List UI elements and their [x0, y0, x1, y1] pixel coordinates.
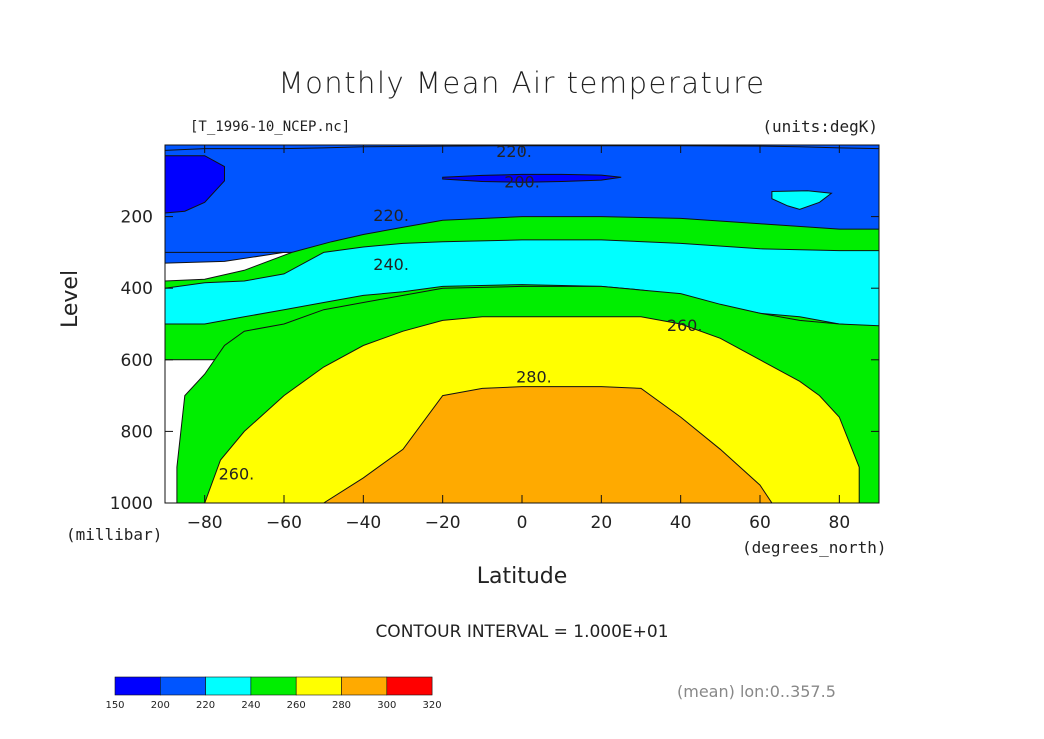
contour-label: 260.	[219, 464, 255, 483]
x-tick-label: −20	[425, 513, 461, 533]
y-tick-label: 600	[121, 351, 153, 371]
x-axis-units: (degrees_north)	[742, 538, 887, 557]
colorbar-swatch	[386, 676, 433, 696]
contour-region	[322, 386, 773, 503]
plot-area	[165, 145, 879, 503]
source-file-label: [T_1996-10_NCEP.nc]	[190, 119, 351, 135]
colorbar-label: 260	[287, 700, 306, 711]
contour-label: 280.	[516, 368, 552, 387]
x-tick-label: −80	[187, 513, 223, 533]
colorbar-label: 200	[151, 700, 170, 711]
colorbar-swatch	[160, 676, 206, 696]
contour-label: 200.	[504, 173, 540, 192]
contour-label: 220.	[496, 142, 532, 161]
x-tick-label: −40	[345, 513, 381, 533]
x-tick-label: 80	[829, 513, 851, 533]
colorbar-swatch	[114, 676, 161, 696]
contour-region	[165, 155, 225, 214]
x-tick-label: 0	[517, 513, 528, 533]
x-tick-label: −60	[266, 513, 302, 533]
colorbar-label: 240	[241, 700, 260, 711]
colorbar-label: 220	[196, 700, 215, 711]
contour-label: 240.	[373, 255, 409, 274]
y-tick-label: 200	[121, 208, 153, 228]
colorbar-label: 300	[377, 700, 396, 711]
colorbar-swatch	[295, 676, 342, 696]
x-tick-label: 20	[591, 513, 613, 533]
colorbar-swatch	[250, 676, 297, 696]
units-label: (units:degK)	[762, 117, 878, 136]
mean-longitude-note: (mean) lon:0..357.5	[677, 682, 836, 701]
y-axis-units: (millibar)	[66, 525, 163, 544]
contour-label: 220.	[373, 206, 409, 225]
colorbar-label: 150	[105, 700, 124, 711]
x-tick-label: 40	[670, 513, 692, 533]
y-tick-label: 800	[121, 422, 153, 442]
colorbar-swatch	[205, 676, 252, 696]
contour-region	[771, 190, 833, 210]
contour-region	[442, 173, 622, 183]
y-tick-label: 1000	[110, 494, 153, 514]
y-tick-label: 400	[121, 279, 153, 299]
x-tick-label: 60	[749, 513, 771, 533]
colorbar-swatch	[341, 676, 388, 696]
colorbar-label: 320	[423, 700, 442, 711]
x-axis-label: Latitude	[476, 564, 568, 589]
colorbar-label: 280	[332, 700, 351, 711]
contour-interval-label: CONTOUR INTERVAL = 1.000E+01	[375, 622, 669, 642]
colorbar: 150 200 220 240 260 280 300 320	[105, 676, 442, 711]
chart-title: Monthly Mean Air temperature	[278, 66, 766, 100]
contour-label: 260.	[667, 316, 703, 335]
